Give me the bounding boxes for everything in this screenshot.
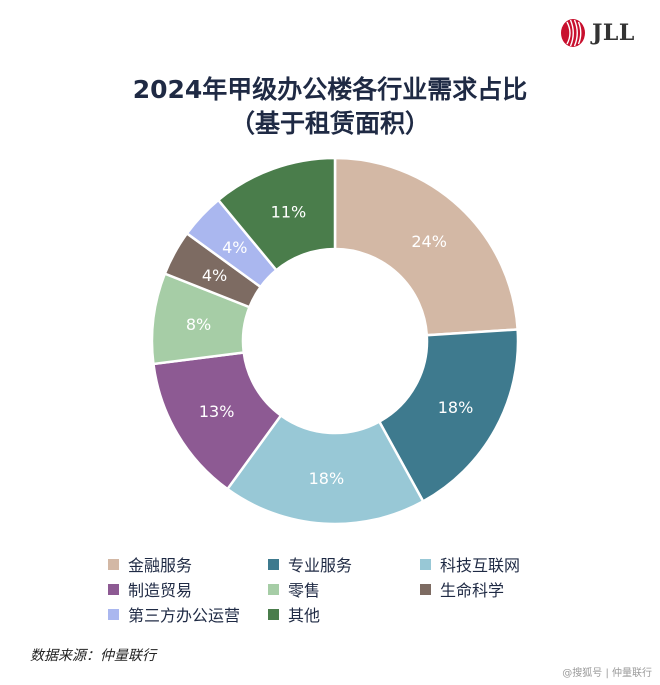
legend-item-4: 制造贸易 — [108, 577, 192, 601]
legend-item-7: 第三方办公运营 — [108, 602, 240, 626]
pie-slice-1 — [333, 156, 519, 337]
legend-swatch — [108, 558, 119, 570]
pie-slice-3 — [225, 413, 425, 526]
source-note: 数据来源：仲量联行 — [30, 648, 156, 664]
legend-item-3: 科技互联网 — [420, 552, 520, 576]
legend-swatch — [268, 558, 279, 570]
legend-item-8: 其他 — [268, 602, 320, 626]
slice-label-1: 24% — [411, 232, 447, 251]
legend-label: 科技互联网 — [440, 556, 521, 575]
legend-item-2: 专业服务 — [268, 552, 352, 576]
legend-swatch — [268, 608, 279, 620]
legend-swatch — [420, 558, 431, 570]
legend-label: 制造贸易 — [128, 581, 193, 600]
legend-item-5: 零售 — [268, 577, 320, 601]
legend-item-1: 金融服务 — [108, 552, 192, 576]
chart-title: 2024年甲级办公楼各行业需求占比 — [132, 75, 528, 104]
chart-subtitle: （基于租赁面积） — [229, 109, 430, 138]
jll-logo: JLL — [560, 18, 635, 48]
watermark: @搜狐号 | 仲量联行 — [562, 668, 652, 679]
jll-logo-text: JLL — [592, 20, 635, 46]
legend-swatch — [108, 583, 119, 595]
legend-label: 其他 — [288, 606, 321, 625]
donut-chart: 24% 18% 18% 13% 8% 4% 4% 11% — [150, 156, 520, 526]
legend-label: 金融服务 — [128, 556, 193, 575]
slice-label-6: 4% — [202, 266, 227, 285]
pie-slice-8 — [216, 156, 337, 272]
legend-swatch — [108, 608, 119, 620]
legend-swatch — [268, 583, 279, 595]
legend-label: 零售 — [288, 581, 321, 600]
legend-label: 第三方办公运营 — [128, 606, 241, 625]
legend-item-6: 生命科学 — [420, 577, 504, 601]
pie-slice-2 — [377, 328, 520, 504]
legend-swatch — [420, 583, 431, 595]
legend-label: 生命科学 — [440, 581, 505, 600]
legend-label: 专业服务 — [288, 556, 353, 575]
slice-label-3: 18% — [309, 469, 345, 488]
slice-label-7: 4% — [222, 238, 247, 257]
slice-label-4: 13% — [199, 402, 235, 421]
slice-label-2: 18% — [438, 398, 474, 417]
slice-label-5: 8% — [186, 315, 211, 334]
slice-label-8: 11% — [271, 203, 307, 222]
jll-logo-icon — [561, 19, 585, 47]
